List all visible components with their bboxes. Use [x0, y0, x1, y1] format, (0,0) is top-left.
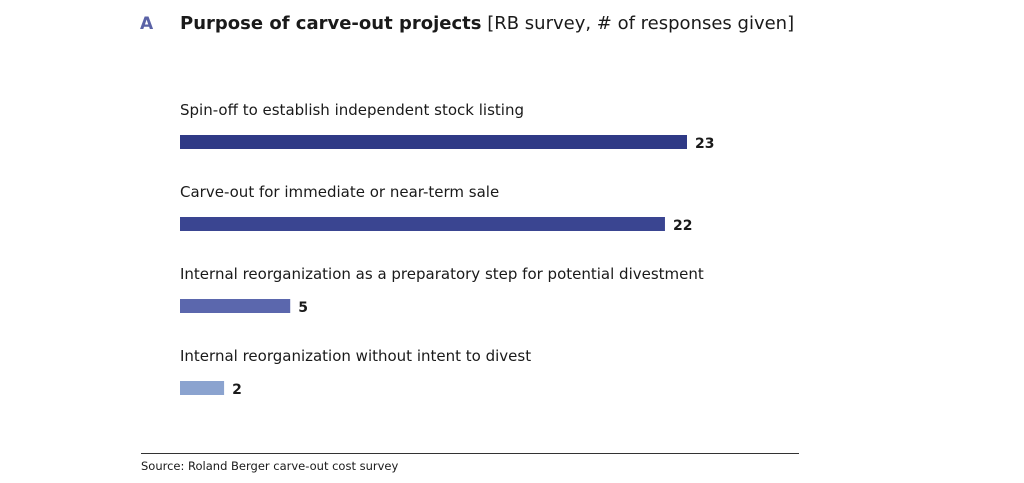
chart-title: Purpose of carve-out projects [RB survey…	[180, 13, 794, 34]
footer-divider	[141, 453, 799, 454]
bar	[180, 381, 225, 395]
category-label: Spin-off to establish independent stock …	[180, 101, 524, 119]
bar	[180, 135, 687, 149]
chart-title-subtitle: [RB survey, # of responses given]	[487, 13, 795, 34]
panel-letter: A	[140, 14, 154, 34]
chart-title-main: Purpose of carve-out projects	[180, 13, 482, 34]
data-label: 5	[298, 300, 308, 316]
category-label: Internal reorganization without intent t…	[180, 347, 531, 365]
data-label: 23	[695, 136, 714, 152]
bar	[180, 299, 291, 313]
bar	[180, 217, 665, 231]
data-label: 22	[673, 218, 692, 234]
category-label: Carve-out for immediate or near-term sal…	[180, 183, 499, 201]
category-label: Internal reorganization as a preparatory…	[180, 265, 704, 283]
source-note: Source: Roland Berger carve-out cost sur…	[141, 459, 399, 473]
data-label: 2	[232, 382, 242, 398]
